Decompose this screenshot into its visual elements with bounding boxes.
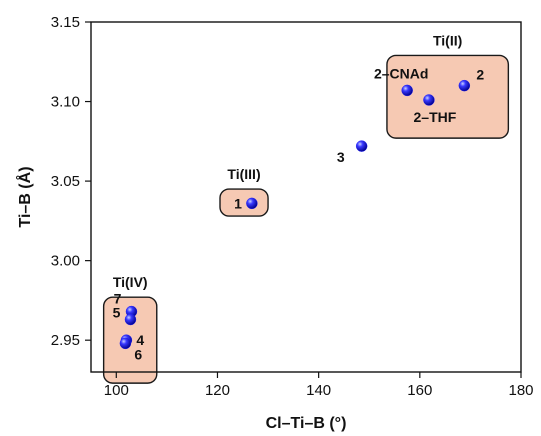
point-label: 3 (337, 149, 345, 165)
plot-area (90, 21, 522, 373)
group-labels: Ti(IV) Ti(III) Ti(II) (113, 32, 462, 290)
group-label: Ti(II) (433, 32, 462, 48)
group-label: Ti(III) (227, 166, 260, 182)
point-label: 4 (136, 332, 144, 348)
y-axis-ticks: 2.95 3.00 3.05 3.10 3.15 (51, 14, 91, 349)
group-label: Ti(IV) (113, 274, 148, 290)
data-point (458, 79, 471, 92)
data-point (355, 140, 368, 152)
point-label: 2–THF (414, 109, 457, 125)
group-boxes (102, 54, 510, 384)
x-axis-title: Cl–Ti–B (°) (266, 415, 347, 432)
data-point (119, 337, 132, 350)
y-axis-title: Ti–B (Å) (15, 166, 34, 227)
y-tick-label: 3.10 (51, 94, 80, 111)
point-label: 5 (113, 305, 121, 321)
point-label: 2–CNAd (374, 65, 428, 81)
data-point (246, 197, 258, 210)
point-label: 6 (134, 346, 142, 362)
x-tick-label: 180 (508, 382, 533, 399)
x-tick-label: 100 (104, 382, 129, 399)
group-box (219, 188, 269, 217)
y-tick-label: 2.95 (51, 332, 80, 349)
point-label: 1 (234, 195, 242, 211)
x-tick-label: 120 (205, 382, 230, 399)
data-point (124, 313, 137, 326)
y-tick-label: 3.05 (51, 173, 80, 190)
data-points (119, 79, 471, 350)
y-tick-label: 3.15 (51, 14, 80, 31)
data-point (423, 94, 435, 106)
group-box (386, 54, 510, 139)
point-label: 2 (476, 67, 484, 83)
x-tick-label: 140 (306, 382, 331, 399)
x-tick-label: 160 (407, 382, 432, 399)
x-axis-ticks: 100 120 140 160 180 (104, 372, 534, 399)
data-point (401, 84, 413, 97)
point-label: 7 (114, 291, 122, 307)
y-tick-label: 3.00 (51, 253, 80, 270)
